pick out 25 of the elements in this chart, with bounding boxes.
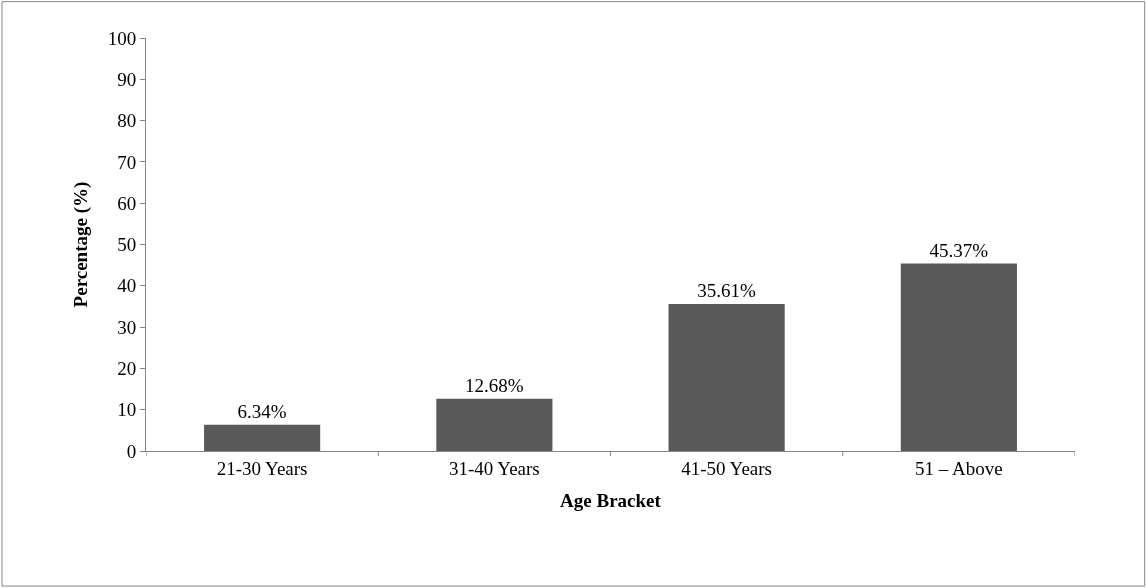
bar: [436, 398, 553, 451]
y-tick-label: 50: [117, 234, 137, 256]
y-axis-title: Percentage (%): [69, 181, 92, 308]
bar: [204, 424, 321, 451]
bar: [668, 303, 785, 451]
x-tick-label: 41-50 Years: [681, 457, 773, 479]
bar: [900, 263, 1017, 451]
x-tick-label: 21-30 Years: [216, 457, 308, 479]
x-tick-label: 31-40 Years: [448, 457, 540, 479]
y-tick-label: 20: [117, 358, 137, 380]
y-tick-label: 60: [117, 192, 137, 214]
x-tick-label: 51 – Above: [915, 457, 1003, 479]
y-tick-label: 80: [117, 110, 137, 132]
x-axis-title: Age Bracket: [560, 489, 662, 511]
y-tick-label: 100: [107, 27, 137, 49]
y-tick-label: 0: [126, 440, 137, 462]
y-tick-label: 70: [117, 151, 137, 173]
y-tick-label: 30: [117, 316, 137, 338]
y-tick-label: 10: [117, 399, 137, 421]
data-label: 35.61%: [697, 279, 756, 301]
data-label: 45.37%: [929, 239, 989, 261]
y-tick-label: 40: [117, 275, 137, 297]
data-label: 6.34%: [237, 400, 287, 422]
y-tick-label: 90: [117, 68, 137, 90]
data-label: 12.68%: [465, 374, 524, 396]
